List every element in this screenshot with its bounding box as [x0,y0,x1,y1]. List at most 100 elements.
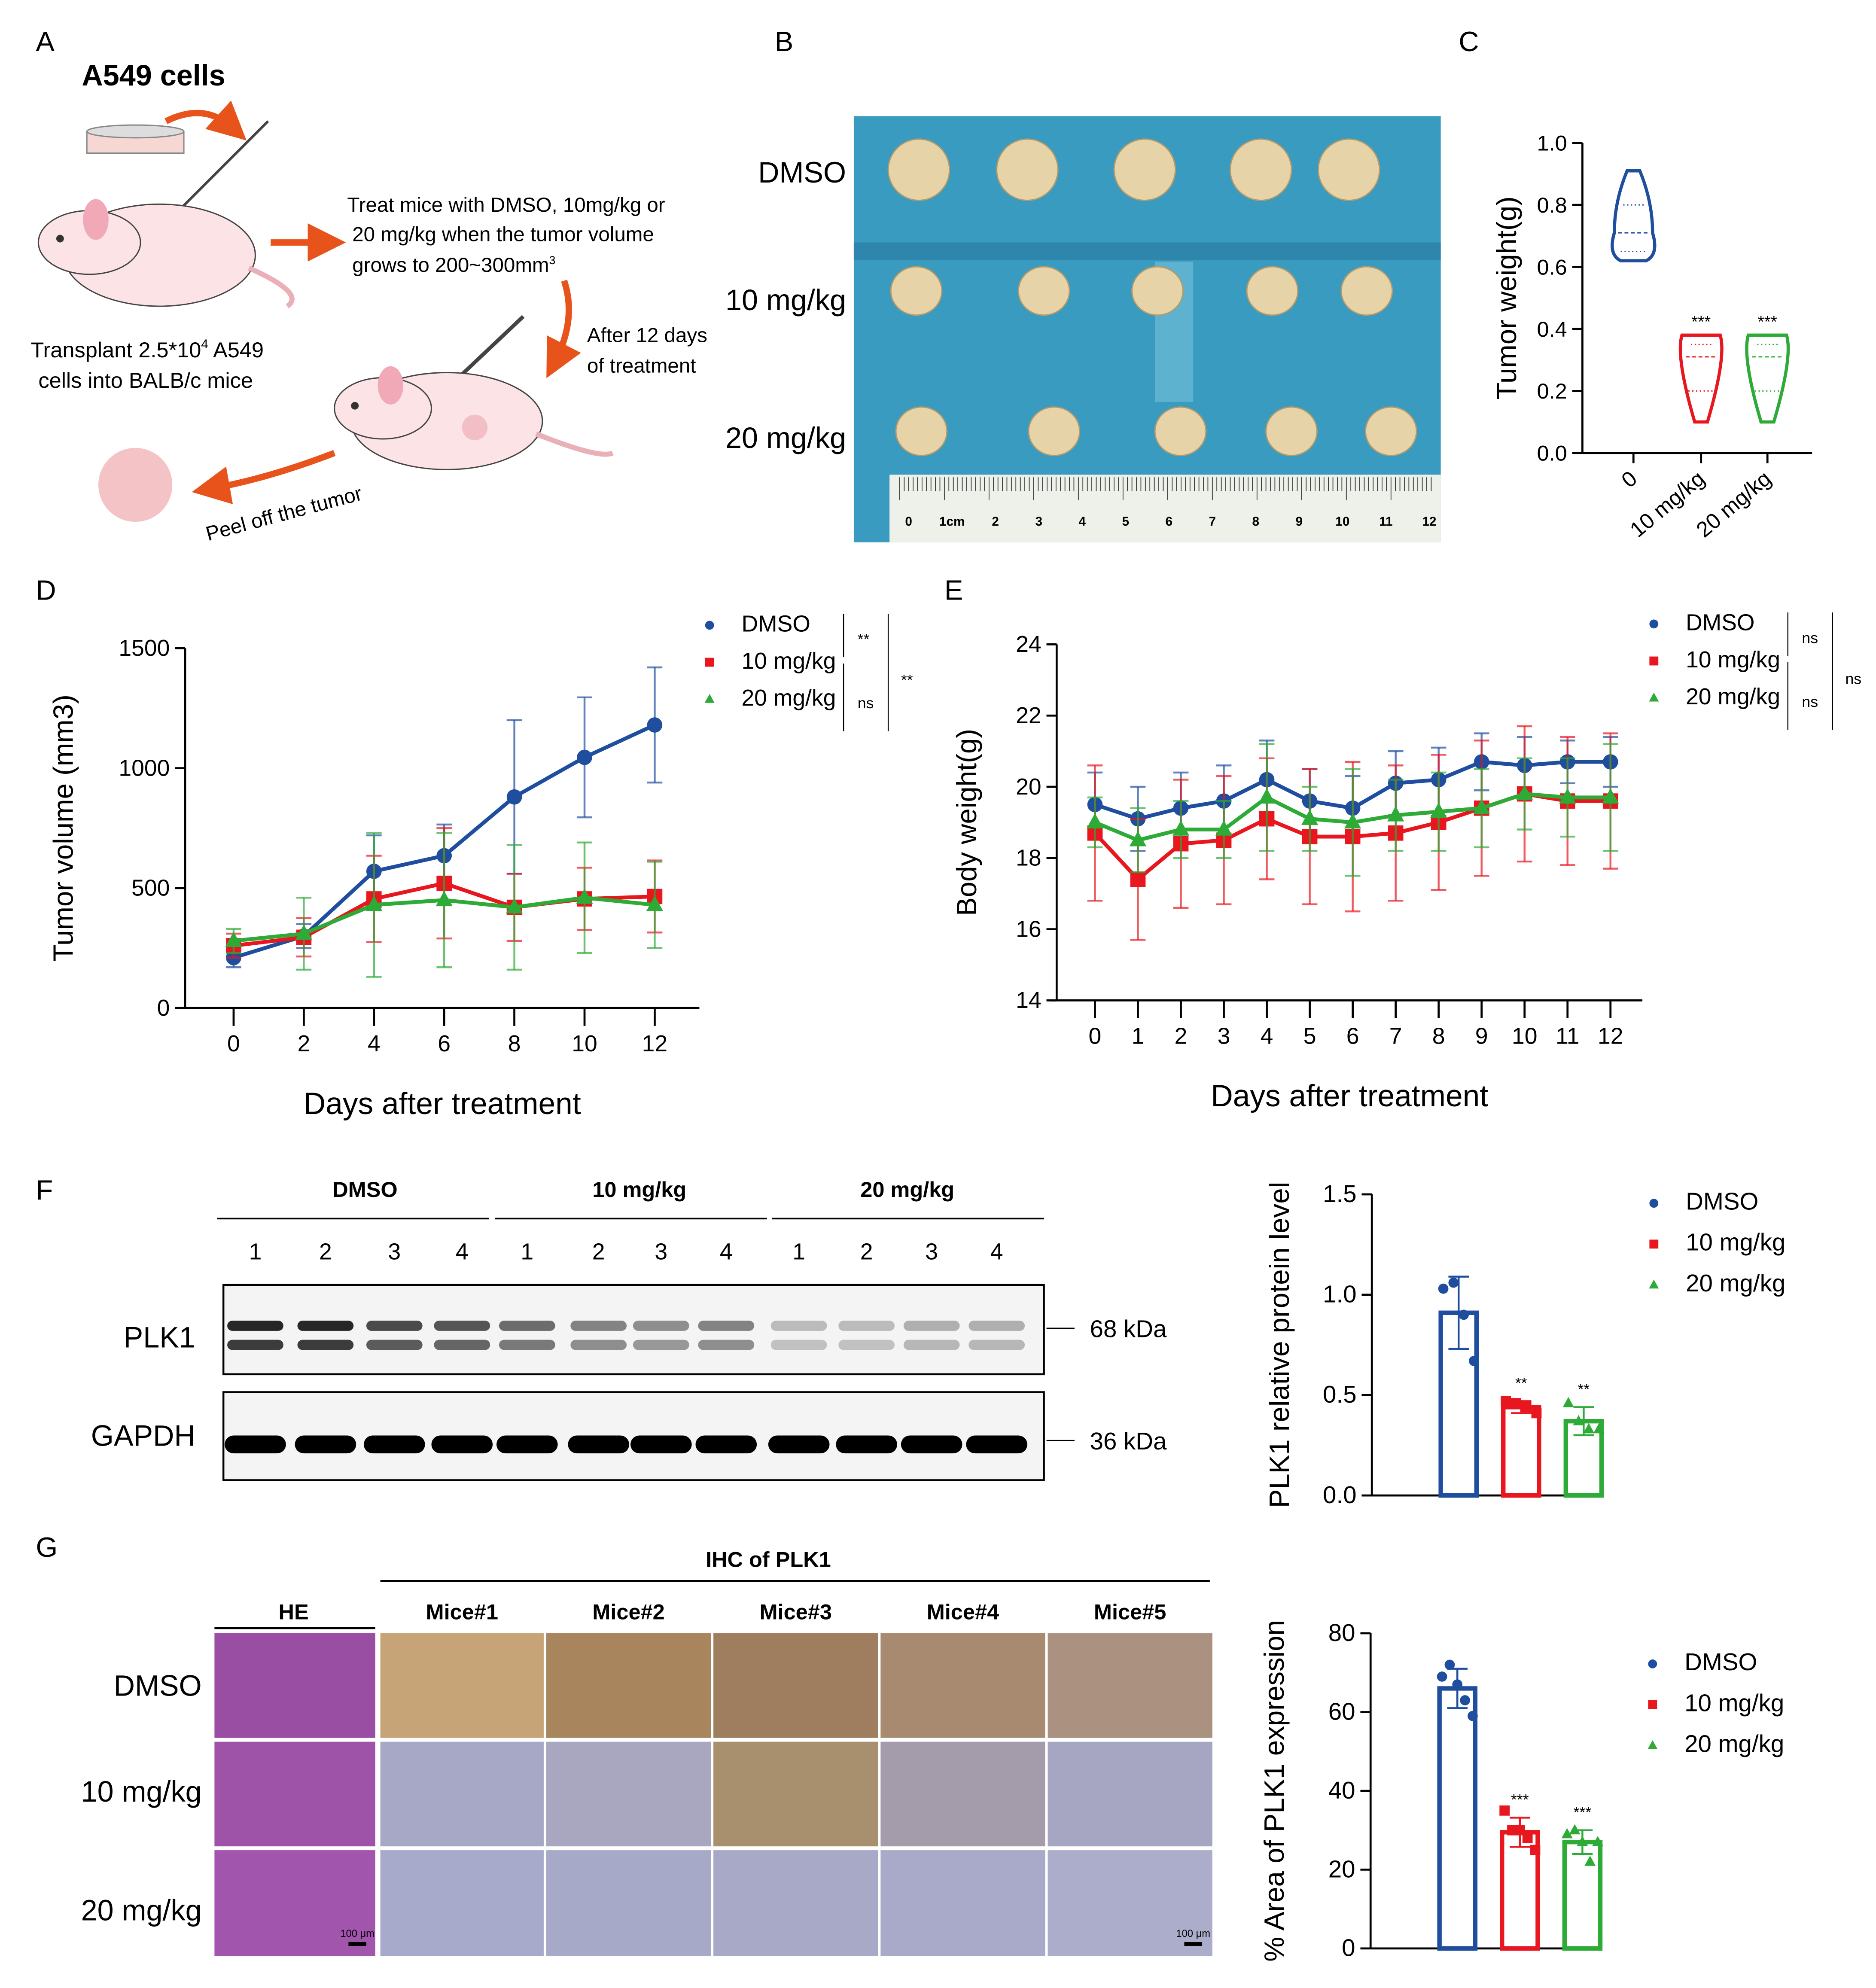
mice-label: Mice#5 [1094,1599,1166,1624]
plk1-band [570,1321,627,1331]
legend-entry: 20 mg/kg [1686,684,1780,709]
petri-dish-icon [86,124,185,154]
tumor [1364,406,1417,457]
data-point [1387,806,1404,822]
x-tick-label: 9 [1475,1023,1488,1049]
legend: DMSO 10 mg/kg 20 mg/kg ** ns ** [704,612,913,731]
y-axis-label: Body weight(g) [951,729,982,916]
scale-bar [1184,1942,1203,1946]
plk1-label: PLK1 [124,1321,195,1354]
plk1-band [770,1321,827,1331]
tumor [1028,406,1081,457]
mouse-icon [37,199,295,309]
lane-label: 4 [720,1239,733,1264]
plk1-band [968,1321,1025,1331]
data-point [705,658,714,667]
gapdh-band [901,1435,962,1454]
gapdh-size: 36 kDa [1090,1428,1167,1455]
row-label-10: 10 mg/kg [81,1775,202,1808]
series-20mg [225,832,664,978]
gapdh-band [496,1435,558,1454]
panel-d-tumor-volume: 0 500 1000 1500 Tumor volume (mm3) 0 2 4 6 8 10 12 D… [48,612,913,1121]
significance-label: ** [858,630,870,648]
data-point [1649,692,1659,702]
x-tick-label: 0 [1617,466,1642,493]
row-label-20: 20 mg/kg [725,422,846,454]
data-point [1511,1398,1521,1409]
peel-text: Peel off the tumor [204,482,365,545]
significance-label: ns [1802,629,1818,646]
x-tick-label: 4 [368,1031,381,1056]
data-point [1602,788,1619,804]
legend-entry: 20 mg/kg [1686,1270,1785,1297]
gapdh-band [431,1435,493,1454]
y-tick-label: 20 [1328,1855,1355,1882]
x-tick-label: 10 mg/kg [1625,466,1709,542]
he-image [214,1741,375,1847]
significance-label: ** [901,671,913,688]
lane-label: 2 [860,1239,873,1264]
data-point [506,789,522,805]
x-tick-label: 6 [1346,1023,1359,1049]
data-point [1649,1239,1659,1249]
ihc-image [380,1741,544,1847]
y-tick-label: 18 [1016,846,1041,871]
bar [1501,1405,1541,1498]
ruler-label: 9 [1296,515,1303,529]
significance-label: *** [1758,313,1777,332]
x-axis-label: Days after treatment [304,1087,581,1121]
data-point [1559,788,1576,804]
legend-entry: 20 mg/kg [1684,1730,1784,1757]
data-point [1459,1309,1469,1320]
plk1-band [698,1321,755,1331]
plk1-band [366,1340,423,1350]
data-point [506,898,523,913]
tumor [996,138,1059,201]
scale-bar [348,1942,366,1946]
data-point [1592,1836,1604,1846]
data-point [1569,1824,1581,1835]
data-point [1649,1199,1659,1208]
data-point [1344,813,1361,829]
data-point [1258,788,1276,804]
ihc-image [713,1741,878,1847]
after-text-2: of treatment [587,355,696,378]
panel-letter-a: A [36,26,55,57]
significance-label: *** [1691,313,1711,332]
ruler-label: 2 [992,515,999,529]
treat-text-2: 20 mg/kg when the tumor volume [352,223,654,246]
y-tick-label: 14 [1016,988,1041,1013]
y-tick-label: 1000 [119,755,170,781]
data-point [1437,1671,1447,1682]
ihc-image [380,1633,544,1738]
after-text-1: After 12 days [587,324,707,347]
gapdh-band [768,1435,830,1454]
data-point [1430,802,1447,818]
data-point [1172,820,1190,836]
lane-label: 4 [990,1239,1003,1264]
plk1-band [297,1340,354,1350]
data-point [1448,1277,1459,1288]
gapdh-band [630,1435,692,1454]
ihc-image [1048,1633,1212,1738]
gapdh-label: GAPDH [91,1419,195,1452]
ihc-image [880,1850,1045,1956]
data-point [1215,820,1233,836]
ihc-image [380,1850,544,1956]
y-tick-label: 22 [1016,703,1041,728]
data-point [1583,1423,1595,1434]
treat-text-3: grows to 200~300mm3 [352,254,555,277]
violin [1611,169,1657,262]
data-point [1468,1711,1478,1721]
tumor [1317,138,1380,201]
data-point [1648,1659,1657,1668]
data-point [1473,799,1490,814]
x-tick-label: 6 [438,1031,451,1056]
x-tick-label: 20 mg/kg [1691,466,1776,542]
x-tick-label: 5 [1303,1023,1316,1049]
data-point [1522,1833,1533,1843]
x-tick-label: 2 [297,1031,310,1056]
ihc-label: IHC of PLK1 [706,1547,831,1572]
row-label-dmso: DMSO [758,156,846,189]
legend: DMSO 10 mg/kg 20 mg/kg [1649,1188,1785,1297]
